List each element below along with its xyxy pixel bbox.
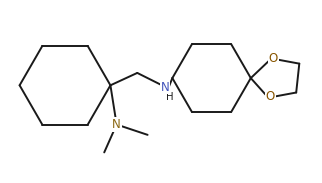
Text: N: N [161,81,169,94]
Text: O: O [266,90,275,103]
Text: N: N [112,118,121,131]
Text: H: H [166,92,173,102]
Text: O: O [269,52,278,65]
